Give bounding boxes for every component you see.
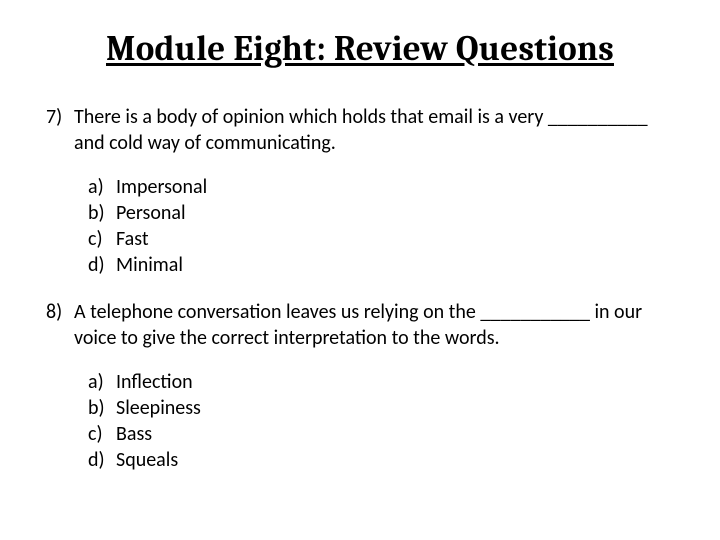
option-text: Sleepiness <box>116 395 678 421</box>
option-c: c) Bass <box>88 421 678 447</box>
question-row: 8) A telephone conversation leaves us re… <box>42 300 678 351</box>
option-a: a) Inflection <box>88 369 678 395</box>
option-letter: a) <box>88 369 116 395</box>
question-row: 7) There is a body of opinion which hold… <box>42 105 678 156</box>
question-text: A telephone conversation leaves us relyi… <box>74 300 678 351</box>
option-b: b) Sleepiness <box>88 395 678 421</box>
option-d: d) Minimal <box>88 252 678 278</box>
option-text: Minimal <box>116 252 678 278</box>
question-number: 8) <box>46 300 74 351</box>
option-letter: c) <box>88 421 116 447</box>
question-8: 8) A telephone conversation leaves us re… <box>42 300 678 473</box>
option-letter: c) <box>88 226 116 252</box>
question-number: 7) <box>46 105 74 156</box>
question-7-options: a) Impersonal b) Personal c) Fast d) Min… <box>42 174 678 278</box>
option-c: c) Fast <box>88 226 678 252</box>
question-8-options: a) Inflection b) Sleepiness c) Bass d) S… <box>42 369 678 473</box>
option-d: d) Squeals <box>88 447 678 473</box>
option-letter: d) <box>88 447 116 473</box>
option-text: Personal <box>116 200 678 226</box>
option-text: Impersonal <box>116 174 678 200</box>
question-text: There is a body of opinion which holds t… <box>74 105 678 156</box>
option-text: Fast <box>116 226 678 252</box>
option-b: b) Personal <box>88 200 678 226</box>
option-text: Inflection <box>116 369 678 395</box>
option-text: Squeals <box>116 447 678 473</box>
option-a: a) Impersonal <box>88 174 678 200</box>
option-letter: d) <box>88 252 116 278</box>
option-letter: a) <box>88 174 116 200</box>
option-letter: b) <box>88 200 116 226</box>
option-text: Bass <box>116 421 678 447</box>
page-title: Module Eight: Review Questions <box>42 28 678 69</box>
question-7: 7) There is a body of opinion which hold… <box>42 105 678 278</box>
option-letter: b) <box>88 395 116 421</box>
